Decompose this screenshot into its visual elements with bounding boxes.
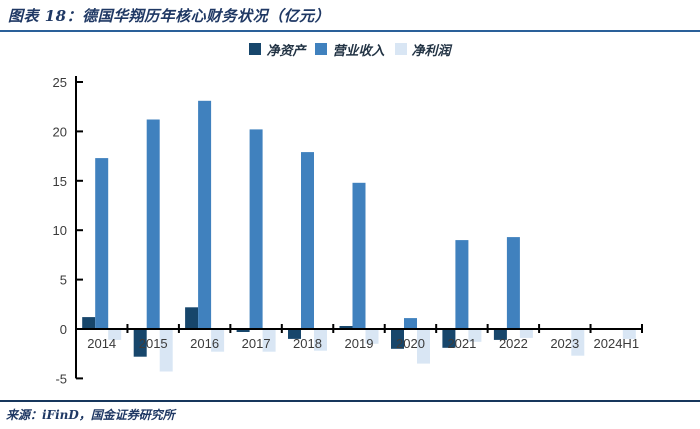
bar-净资产-2014 [82,317,96,329]
bar-净利润-2023 [571,329,585,356]
legend-label: 净利润 [411,43,451,59]
bar-净利润-2024H1 [622,329,636,339]
bar-营业收入-2019 [352,182,366,329]
bar-营业收入-2022 [506,237,520,329]
bar-净资产-2019 [339,326,353,329]
bar-营业收入-2020 [404,318,417,329]
bar-净利润-2022 [519,329,533,338]
y-tick-label: 0 [60,322,67,337]
bar-净资产-2021 [442,329,456,348]
chart-legend: 净资产 营业收入 净利润 [0,40,700,59]
y-tick-label: 5 [60,273,67,288]
bar-净资产-2022 [493,329,507,340]
bar-营业收入-2014 [95,158,109,329]
legend-label: 营业收入 [332,43,385,59]
bar-净利润-2019 [365,329,379,344]
legend-item-2: 净利润 [394,40,451,59]
bar-净利润-2015 [159,329,173,372]
x-tick-label: 2023 [550,336,579,351]
bar-净资产-2015 [133,329,147,357]
title-underline-rule [0,30,700,32]
x-tick-label: 2024H1 [594,336,640,351]
x-tick-label: 2022 [499,336,528,351]
bar-营业收入-2018 [301,152,314,329]
bar-净利润-2018 [314,329,327,351]
legend-marker-icon [249,43,262,55]
bar-净利润-2017 [262,329,276,352]
bar-净资产-2016 [185,307,199,329]
footer-divider-rule [0,400,700,402]
legend-item-1: 营业收入 [315,40,385,59]
chart-title: 图表 18：德国华翔历年核心财务状况（亿元） [8,7,331,25]
x-tick-label: 2015 [139,336,168,351]
bar-净资产-2017 [236,329,250,332]
x-tick-label: 2020 [396,336,425,351]
x-tick-label: 2018 [293,336,322,351]
x-tick-label: 2017 [242,336,271,351]
bar-营业收入-2016 [198,100,212,329]
bar-净利润-2014 [108,329,122,340]
x-tick-label: 2014 [87,336,116,351]
y-tick-label: 25 [53,75,67,90]
legend-item-0: 净资产 [249,40,305,59]
bar-营业收入-2015 [146,119,160,329]
x-tick-label: 2021 [447,336,476,351]
legend-label: 净资产 [266,43,306,59]
bar-净利润-2020 [417,329,430,364]
y-tick-label: 10 [53,223,67,238]
source-note: 来源：iFinD，国金证券研究所 [6,408,175,422]
y-tick-label: -5 [55,371,67,386]
x-tick-label: 2016 [190,336,219,351]
legend-marker-icon [394,43,407,55]
bar-净利润-2016 [211,329,225,352]
bar-营业收入-2017 [249,129,263,329]
y-tick-label: 15 [53,174,67,189]
bar-净利润-2021 [468,329,482,342]
bar-营业收入-2021 [455,240,469,329]
bar-净资产-2020 [391,329,404,349]
legend-marker-icon [315,43,328,55]
y-tick-label: 20 [53,124,67,139]
x-tick-label: 2019 [345,336,374,351]
bar-净资产-2018 [288,329,301,339]
